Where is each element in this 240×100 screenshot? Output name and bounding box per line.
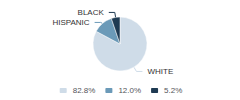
svg-text:HISPANIC: HISPANIC (52, 18, 89, 27)
svg-text:5.2%: 5.2% (164, 86, 182, 95)
svg-text:BLACK: BLACK (78, 8, 105, 17)
svg-text:WHITE: WHITE (147, 67, 173, 76)
svg-text:12.0%: 12.0% (118, 86, 141, 95)
svg-text:82.8%: 82.8% (73, 86, 96, 95)
